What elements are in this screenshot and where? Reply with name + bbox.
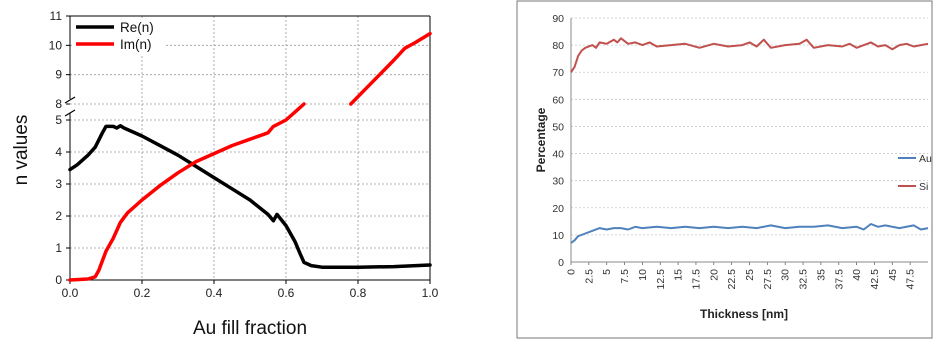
right-x-tick-label: 20	[708, 269, 720, 281]
right-x-axis-label: Thickness [nm]	[700, 307, 788, 321]
right-y-tick-label: 20	[552, 203, 564, 215]
left-series-lines	[68, 31, 432, 282]
left-axis-break	[64, 96, 76, 117]
right-chart-border	[516, 0, 933, 339]
right-x-tick-label: 40	[851, 269, 863, 281]
right-x-tick-label: 0	[566, 269, 578, 275]
left-y-tick-label: 8	[55, 97, 62, 111]
right-x-tick-label: 25	[744, 269, 756, 281]
series-line-au	[570, 223, 929, 244]
left-axes-frame	[66, 15, 431, 284]
left-x-tick-label: 0.0	[62, 286, 79, 300]
right-y-tick-label: 70	[552, 67, 564, 79]
right-x-tick-label: 30	[780, 269, 792, 281]
left-legend: Re(n) Im(n)	[73, 18, 165, 54]
left-y-axis-label: n values	[11, 115, 32, 186]
right-tick-labels: 0 10 20 30 40 50 60 70 80 90 0 2.5 5 7.5 10 12.5 15 17.5 2…	[552, 13, 916, 289]
legend-label-im-n: Im(n)	[120, 37, 152, 52]
right-y-tick-label: 60	[552, 94, 564, 106]
right-y-tick-label: 0	[558, 257, 564, 269]
right-x-tick-label: 22.5	[726, 269, 738, 290]
left-legend-box	[73, 18, 165, 54]
right-x-tick-label: 7.5	[619, 269, 631, 284]
right-y-tick-label: 30	[552, 176, 564, 188]
left-y-tick-label: 0	[55, 273, 62, 287]
right-x-tick-label: 47.5	[905, 269, 917, 290]
left-axis-break-mark	[64, 96, 76, 104]
right-x-tick-label: 45	[887, 269, 899, 281]
right-axes-frame	[570, 18, 928, 265]
series-line-re-n	[68, 124, 432, 269]
left-x-tick-label: 0.6	[278, 286, 295, 300]
right-x-tick-label: 10	[637, 269, 649, 281]
left-y-tick-label: 5	[55, 113, 62, 127]
legend-label-re-n: Re(n)	[120, 20, 154, 35]
right-x-tick-label: 5	[601, 269, 613, 275]
right-y-axis-label: Percentage	[534, 107, 548, 172]
right-y-tick-label: 40	[552, 149, 564, 161]
left-x-tick-label: 1.0	[422, 286, 439, 300]
right-x-tick-label: 42.5	[869, 269, 881, 290]
legend-label-si: Si	[919, 181, 928, 193]
left-y-tick-label: 11	[50, 9, 63, 23]
left-gridlines	[70, 16, 430, 280]
series-line-si	[570, 37, 929, 73]
left-tick-labels: 0.0 0.2 0.4 0.6 0.8 1.0 0 1 2 3 4 5 8 9 10 11	[49, 9, 439, 300]
right-y-tick-label: 10	[552, 230, 564, 242]
legend-label-au: Au	[919, 153, 932, 165]
left-y-tick-label: 9	[55, 68, 62, 82]
left-y-tick-label: 1	[55, 241, 62, 255]
left-x-tick-label: 0.8	[350, 286, 367, 300]
left-x-axis-label: Au fill fraction	[193, 318, 307, 339]
right-series-lines	[570, 37, 929, 244]
right-y-tick-label: 80	[552, 40, 564, 52]
right-x-tick-label: 15	[673, 269, 685, 281]
right-y-tick-label: 90	[552, 13, 564, 25]
left-y-tick-label: 10	[49, 38, 63, 52]
left-y-tick-label: 2	[55, 209, 62, 223]
left-x-tick-label: 0.2	[134, 286, 151, 300]
right-gridlines	[571, 17, 928, 236]
right-x-tick-label: 35	[815, 269, 827, 281]
left-chart: 0.0 0.2 0.4 0.6 0.8 1.0 0 1 2 3 4 5 8 9 10 11 Re(n) Im(n…	[11, 9, 439, 339]
right-x-tick-label: 17.5	[690, 269, 702, 290]
left-y-tick-label: 3	[55, 177, 62, 191]
right-x-tick-label: 37.5	[833, 269, 845, 290]
right-x-tick-label: 27.5	[762, 269, 774, 290]
right-chart: 0 10 20 30 40 50 60 70 80 90 0 2.5 5 7.5 10 12.5 15 17.5 2…	[516, 0, 933, 339]
right-x-tick-label: 32.5	[798, 269, 810, 290]
left-axis-break-mark	[64, 109, 76, 117]
right-x-tick-label: 2.5	[583, 269, 595, 284]
right-y-tick-label: 50	[552, 121, 564, 133]
right-legend: Au Si	[898, 153, 932, 193]
left-x-tick-label: 0.4	[206, 286, 223, 300]
right-x-tick-label: 12.5	[655, 269, 667, 290]
left-y-tick-label: 4	[55, 145, 62, 159]
series-line-im-n	[68, 31, 432, 282]
